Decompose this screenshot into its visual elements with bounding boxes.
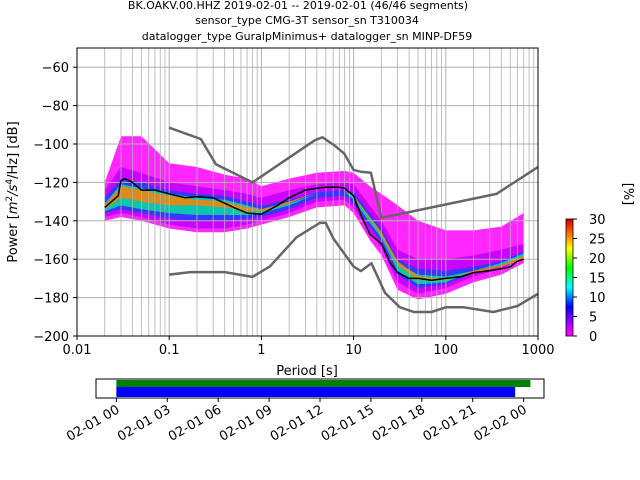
y-tick-label: −180 xyxy=(33,292,69,307)
colorbar-tick-label: 30 xyxy=(589,213,606,228)
timeline-tick-label: 02-01 18 xyxy=(370,402,428,444)
timeline-tick-label: 02-01 06 xyxy=(166,402,224,444)
colorbar-ticks: 0 5 10 15 20 25 30 xyxy=(573,213,606,345)
title-line-1: BK.OAKV.00.HHZ 2019-02-01 -- 2019-02-01 … xyxy=(128,0,468,12)
density-band-cyan-green xyxy=(104,184,524,285)
x-tick-label: 0.01 xyxy=(63,343,92,358)
y-axis-label: Power [m2/s4/Hz] [dB] xyxy=(5,121,21,262)
figure-title: BK.OAKV.00.HHZ 2019-02-01 -- 2019-02-01 … xyxy=(128,0,472,43)
x-ticks: 0.01 0.1 1 10 100 1000 xyxy=(63,336,555,358)
x-axis-label: Period [s] xyxy=(276,364,338,379)
colorbar-tick-label: 0 xyxy=(589,330,597,345)
new-high-noise-model-line xyxy=(168,126,538,220)
grid-lines xyxy=(77,48,538,336)
timeline-tick-label: 02-01 12 xyxy=(268,402,326,444)
x-tick-label: 100 xyxy=(433,343,458,358)
colorbar-label: [%] xyxy=(620,183,635,206)
psd-plot-area: 0.01 0.1 1 10 100 1000 −60 −80 −100 −120 −140 −160… xyxy=(33,47,555,358)
y-tick-label: −160 xyxy=(33,253,69,268)
timeline-used-segments-bar xyxy=(116,387,516,397)
timeline-tick-label: 02-01 21 xyxy=(421,402,479,444)
mean-psd-line xyxy=(104,177,524,282)
timeline-tick-label: 02-01 15 xyxy=(319,402,377,444)
timeline-tick-label: 02-01 00 xyxy=(64,402,122,444)
colorbar-tick-label: 20 xyxy=(589,252,606,267)
colorbar: 0 5 10 15 20 25 30 [%] xyxy=(565,183,635,345)
plot-frame xyxy=(76,47,539,337)
y-ticks: −60 −80 −100 −120 −140 −160 −180 −200 xyxy=(33,61,77,345)
colorbar-tick-label: 5 xyxy=(589,311,597,326)
timeline-tick-label: 02-02 00 xyxy=(472,402,530,444)
colorbar-tick-label: 15 xyxy=(589,272,606,287)
timeline-tick-label: 02-01 03 xyxy=(115,402,173,444)
x-tick-label: 0.1 xyxy=(159,343,180,358)
title-line-3: datalogger_type GuralpMinimus+ datalogge… xyxy=(142,30,473,43)
timeline-tick-label: 02-01 09 xyxy=(217,402,275,444)
mean-psd-layer xyxy=(104,177,524,282)
y-tick-label: −120 xyxy=(33,176,69,191)
x-tick-label: 1 xyxy=(257,343,265,358)
colorbar-tick-label: 10 xyxy=(589,291,606,306)
noise-model-layer xyxy=(168,126,538,314)
colorbar-tick-label: 25 xyxy=(589,233,606,248)
y-tick-label: −100 xyxy=(33,138,69,153)
new-low-noise-model-line xyxy=(169,221,538,314)
timeline-available-data-bar xyxy=(116,380,531,387)
title-line-2: sensor_type CMG-3T sensor_sn T310034 xyxy=(195,14,419,27)
y-tick-label: −60 xyxy=(42,61,69,76)
colorbar-gradient xyxy=(565,218,574,337)
x-tick-label: 1000 xyxy=(521,343,554,358)
y-tick-label: −80 xyxy=(42,100,69,115)
y-tick-label: −140 xyxy=(33,215,69,230)
x-tick-label: 10 xyxy=(345,343,362,358)
y-tick-label: −200 xyxy=(33,330,69,345)
